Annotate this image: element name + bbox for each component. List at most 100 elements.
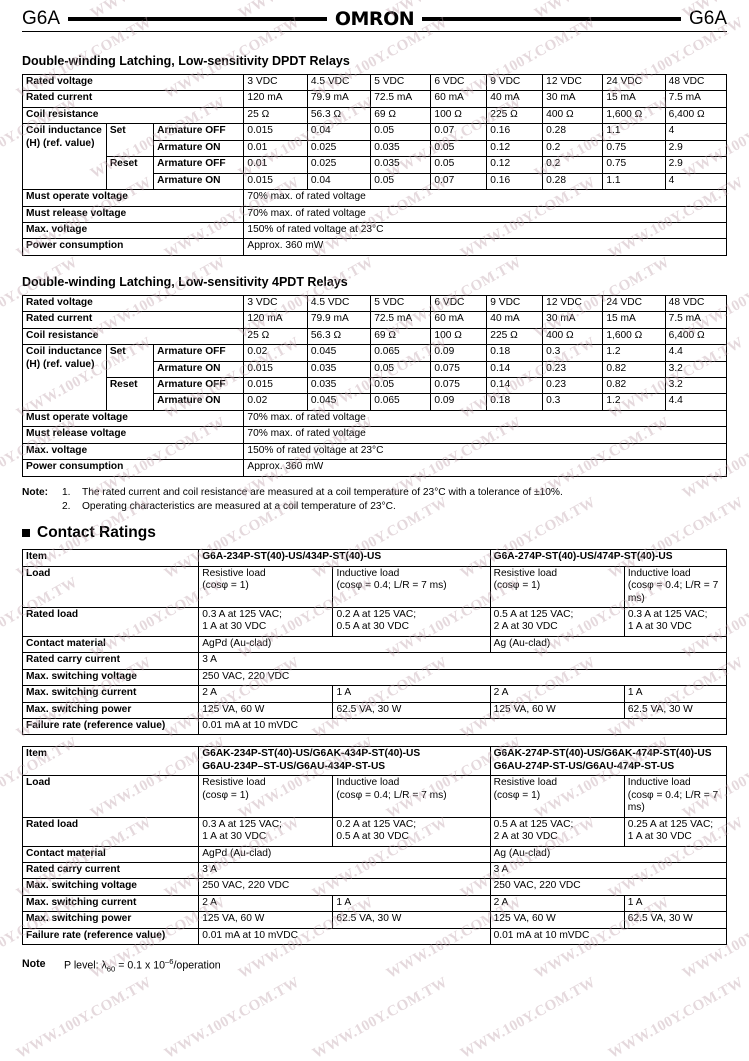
- table-row-must-operate-voltage: Must operate voltage 70% max. of rated v…: [21, 189, 727, 207]
- bottom-note-superscript: –6: [165, 957, 174, 967]
- cell-coil-resistance-4: 225 Ω: [486, 106, 544, 125]
- cell-reset-off-1: 0.035: [306, 376, 372, 395]
- section-title-4pdt: Double-winding Latching, Low-sensitivity…: [22, 274, 348, 289]
- datasheet-page: G6A OMRON G6A Double-winding Latching, L…: [21, 8, 728, 975]
- cell-power-consumption: Approx. 360 mW: [243, 238, 727, 256]
- cell-coil-resistance-3: 100 Ω: [430, 327, 488, 346]
- row-label-armature-off-reset: Armature OFF: [153, 376, 245, 395]
- bottom-note-text: P level: λ60 = 0.1 x 10–6/operation: [64, 957, 221, 975]
- cell-reset-on-0: 0.015: [243, 172, 308, 191]
- row-label-rated-voltage: Rated voltage: [21, 294, 245, 313]
- cell-coil-resistance-1: 56.3 Ω: [306, 106, 372, 125]
- cell-set-off-6: 1.1: [602, 123, 666, 141]
- cell-rated-voltage-5: 12 VDC: [542, 73, 604, 92]
- row-label-armature-on-set: Armature ON: [153, 139, 245, 158]
- row-label-max-switching-power: Max. switching power: [21, 911, 200, 929]
- coil-note-text-1: The rated current and coil resistance ar…: [82, 486, 563, 498]
- cell-coil-resistance-0: 25 Ω: [243, 327, 308, 346]
- cell-rated-current-1: 79.9 mA: [306, 90, 372, 108]
- cell-set-on-3: 0.075: [430, 360, 488, 379]
- cell-coil-resistance-5: 400 Ω: [542, 327, 604, 346]
- column-header-group-2: G6A-274P-ST(40)-US/474P-ST(40)-US: [489, 549, 728, 567]
- cell-rated-load-0-line1: 0.3 A at 125 VAC;: [202, 818, 282, 830]
- cell-max-switching-power-1: 62.5 VA, 30 W: [332, 911, 491, 929]
- cell-failure-rate-0: 0.01 mA at 10 mVDC: [198, 927, 491, 946]
- cell-set-off-4: 0.16: [486, 123, 544, 141]
- cell-set-off-3: 0.09: [430, 344, 488, 362]
- cell-load-2-line2: (cosφ = 1): [493, 580, 541, 592]
- cell-failure-rate-0: 0.01 mA at 10 mVDC: [198, 717, 727, 736]
- row-label-failure-rate: Failure rate (reference value): [21, 927, 200, 946]
- column-header-group-1-line2: G6AU-234P–ST-US/G6AU-434P-ST-US: [202, 760, 386, 772]
- cell-set-on-7: 3.2: [664, 360, 728, 379]
- cell-rated-load-1-line2: 0.5 A at 30 VDC: [336, 831, 409, 843]
- cell-max-switching-current-1: 1 A: [332, 894, 491, 913]
- cell-rated-load-2-line2: 2 A at 30 VDC: [493, 621, 558, 633]
- table-row-power-consumption: Power consumption Approx. 360 mW: [21, 238, 727, 256]
- dpdt-table-wrapper: Rated voltage 3 VDC 4.5 VDC 5 VDC 6 VDC …: [21, 73, 728, 256]
- table-row-max-voltage: Max. voltage 150% of rated voltage at 23…: [21, 442, 727, 461]
- cell-set-on-5: 0.23: [542, 360, 604, 379]
- cell-load-2: Resistive load (cosφ = 1): [489, 775, 625, 818]
- cell-contact-material-0: AgPd (Au-clad): [198, 845, 491, 863]
- cell-reset-off-7: 3.2: [664, 376, 728, 395]
- cell-reset-off-6: 0.75: [602, 156, 666, 174]
- cell-power-consumption: Approx. 360 mW: [243, 459, 727, 477]
- cell-reset-off-3: 0.075: [430, 376, 488, 395]
- column-header-group-2-line2: G6AU-274P-ST-US/G6AU-474P-ST-US: [493, 760, 675, 772]
- coil-inductance-line2: (H) (ref. value): [26, 358, 95, 370]
- cell-set-off-7: 4: [664, 123, 728, 141]
- table-row-failure-rate: Failure rate (reference value) 0.01 mA a…: [21, 717, 727, 736]
- row-label-max-switching-voltage: Max. switching voltage: [21, 878, 200, 896]
- watermark-text: WWW.100Y.COM.TW: [310, 974, 451, 1061]
- cell-rated-current-0: 120 mA: [243, 90, 308, 108]
- cell-rated-voltage-4: 9 VDC: [486, 73, 544, 92]
- dpdt-spec-table: Rated voltage 3 VDC 4.5 VDC 5 VDC 6 VDC …: [21, 73, 728, 256]
- row-label-coil-resistance: Coil resistance: [21, 327, 245, 346]
- cell-rated-load-0: 0.3 A at 125 VAC; 1 A at 30 VDC: [198, 606, 334, 637]
- cell-coil-resistance-2: 69 Ω: [370, 106, 432, 125]
- cell-max-switching-voltage-0: 250 VAC, 220 VDC: [198, 878, 491, 896]
- cell-set-off-2: 0.065: [370, 344, 432, 362]
- list-item: 2. Operating characteristics are measure…: [62, 500, 563, 515]
- cell-set-off-1: 0.045: [306, 344, 372, 362]
- table-gap: [22, 737, 727, 746]
- fpdt-spec-table: Rated voltage 3 VDC 4.5 VDC 5 VDC 6 VDC …: [21, 294, 728, 477]
- table-row-reset-armature-on: Armature ON 0.015 0.04 0.05 0.07 0.16 0.…: [23, 172, 728, 191]
- cell-rated-load-1-line1: 0.2 A at 125 VAC;: [336, 818, 417, 830]
- cell-reset-off-5: 0.23: [542, 376, 604, 395]
- table-row-load: Load Resistive load (cosφ = 1) Inductive …: [21, 775, 728, 818]
- cell-load-0-line2: (cosφ = 1): [202, 580, 249, 592]
- table-row-set-armature-off: Coil inductance (H) (ref. value) Set Arma…: [22, 123, 728, 191]
- cell-load-3-line2: (cosφ = 0.4; L/R = 7 ms): [627, 789, 719, 814]
- row-label-coil-inductance: Coil inductance (H) (ref. value): [22, 123, 107, 191]
- cell-set-off-1: 0.04: [306, 123, 372, 141]
- table-row-coil-resistance: Coil resistance 25 Ω 56.3 Ω 69 Ω 100 Ω 2…: [21, 106, 728, 125]
- cell-load-1-line2: (cosφ = 0.4; L/R = 7 ms): [336, 580, 447, 592]
- table-row-reset-armature-off: Reset Armature OFF 0.01 0.025 0.035 0.05…: [23, 156, 728, 191]
- cell-set-on-6: 0.82: [602, 360, 666, 379]
- cell-reset-on-4: 0.18: [486, 393, 544, 411]
- table-row-set-armature-on: Armature ON 0.01 0.025 0.035 0.05 0.12 0…: [23, 139, 728, 158]
- running-head-rule-left: [68, 17, 327, 21]
- cell-load-0-line1: Resistive load: [202, 567, 266, 579]
- column-header-group-2-line1: G6AK-274P-ST(40)-US/G6AK-474P-ST(40)-US: [493, 748, 712, 760]
- cell-set-off-7: 4.4: [664, 344, 728, 362]
- row-label-rated-current: Rated current: [21, 311, 245, 329]
- cell-reset-off-3: 0.05: [430, 156, 488, 174]
- cell-set-on-1: 0.035: [306, 360, 372, 379]
- cell-rated-load-2-line2: 2 A at 30 VDC: [493, 831, 558, 843]
- row-label-set: Set: [105, 123, 155, 158]
- table-row-max-switching-voltage: Max. switching voltage 250 VAC, 220 VDC …: [21, 878, 728, 896]
- row-label-max-voltage: Max. voltage: [21, 442, 245, 461]
- row-label-failure-rate: Failure rate (reference value): [21, 717, 200, 736]
- cell-reset-on-7: 4: [664, 172, 728, 191]
- table-row-max-switching-power: Max. switching power 125 VA, 60 W 62.5 V…: [21, 911, 728, 929]
- row-label-armature-on-reset: Armature ON: [153, 393, 245, 411]
- cell-failure-rate-1: 0.01 mA at 10 mVDC: [489, 927, 728, 946]
- cell-reset-off-7: 2.9: [664, 156, 728, 174]
- cell-rated-carry-current-0: 3 A: [198, 652, 727, 670]
- cell-set-off-5: 0.28: [542, 123, 604, 141]
- cell-set-off-4: 0.18: [486, 344, 544, 362]
- row-label-must-operate-voltage: Must operate voltage: [21, 189, 245, 207]
